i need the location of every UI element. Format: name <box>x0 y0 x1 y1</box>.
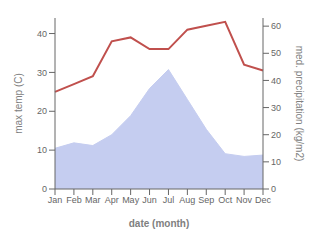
svg-text:30: 30 <box>37 68 47 78</box>
svg-text:Aug: Aug <box>179 195 195 205</box>
svg-text:60: 60 <box>271 21 281 31</box>
svg-text:20: 20 <box>271 130 281 140</box>
svg-text:Dec: Dec <box>255 195 272 205</box>
svg-text:Oct: Oct <box>218 195 233 205</box>
svg-text:50: 50 <box>271 48 281 58</box>
svg-text:Jan: Jan <box>48 195 63 205</box>
svg-text:Jun: Jun <box>142 195 157 205</box>
svg-text:40: 40 <box>37 29 47 39</box>
svg-text:Jul: Jul <box>163 195 175 205</box>
svg-text:med. precipitation (kg/m2): med. precipitation (kg/m2) <box>294 46 305 162</box>
svg-text:10: 10 <box>271 157 281 167</box>
svg-text:Nov: Nov <box>236 195 253 205</box>
svg-text:10: 10 <box>37 145 47 155</box>
svg-text:date (month): date (month) <box>129 218 190 229</box>
svg-text:Mar: Mar <box>85 195 101 205</box>
svg-text:Sep: Sep <box>198 195 214 205</box>
svg-text:Apr: Apr <box>105 195 119 205</box>
svg-text:0: 0 <box>271 184 276 194</box>
svg-text:40: 40 <box>271 76 281 86</box>
svg-text:30: 30 <box>271 103 281 113</box>
svg-text:Feb: Feb <box>66 195 82 205</box>
svg-text:May: May <box>122 195 140 205</box>
svg-text:0: 0 <box>42 184 47 194</box>
svg-text:max temp (C): max temp (C) <box>13 73 24 134</box>
svg-text:20: 20 <box>37 106 47 116</box>
